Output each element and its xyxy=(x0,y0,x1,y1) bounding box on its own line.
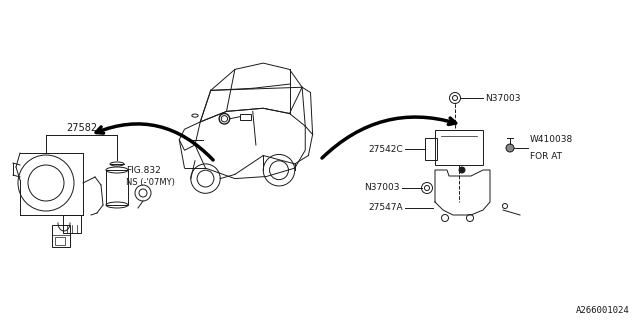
Bar xyxy=(425,138,437,160)
Bar xyxy=(55,237,65,245)
Text: A266001024: A266001024 xyxy=(576,306,630,315)
Text: 27582: 27582 xyxy=(66,123,97,133)
Bar xyxy=(435,130,483,165)
Text: 27542C: 27542C xyxy=(369,145,403,154)
Text: W410038: W410038 xyxy=(530,135,573,144)
Text: N37003: N37003 xyxy=(365,183,400,193)
Text: FOR AT: FOR AT xyxy=(530,152,562,161)
Text: 27547A: 27547A xyxy=(369,204,403,212)
Bar xyxy=(52,225,70,247)
Text: N37003: N37003 xyxy=(485,93,520,102)
Circle shape xyxy=(459,167,465,173)
Bar xyxy=(106,170,128,205)
Text: NS (-'07MY): NS (-'07MY) xyxy=(126,178,175,187)
Text: FIG.832: FIG.832 xyxy=(126,166,161,175)
Bar xyxy=(63,215,81,233)
Circle shape xyxy=(506,144,514,152)
Bar xyxy=(240,114,251,120)
